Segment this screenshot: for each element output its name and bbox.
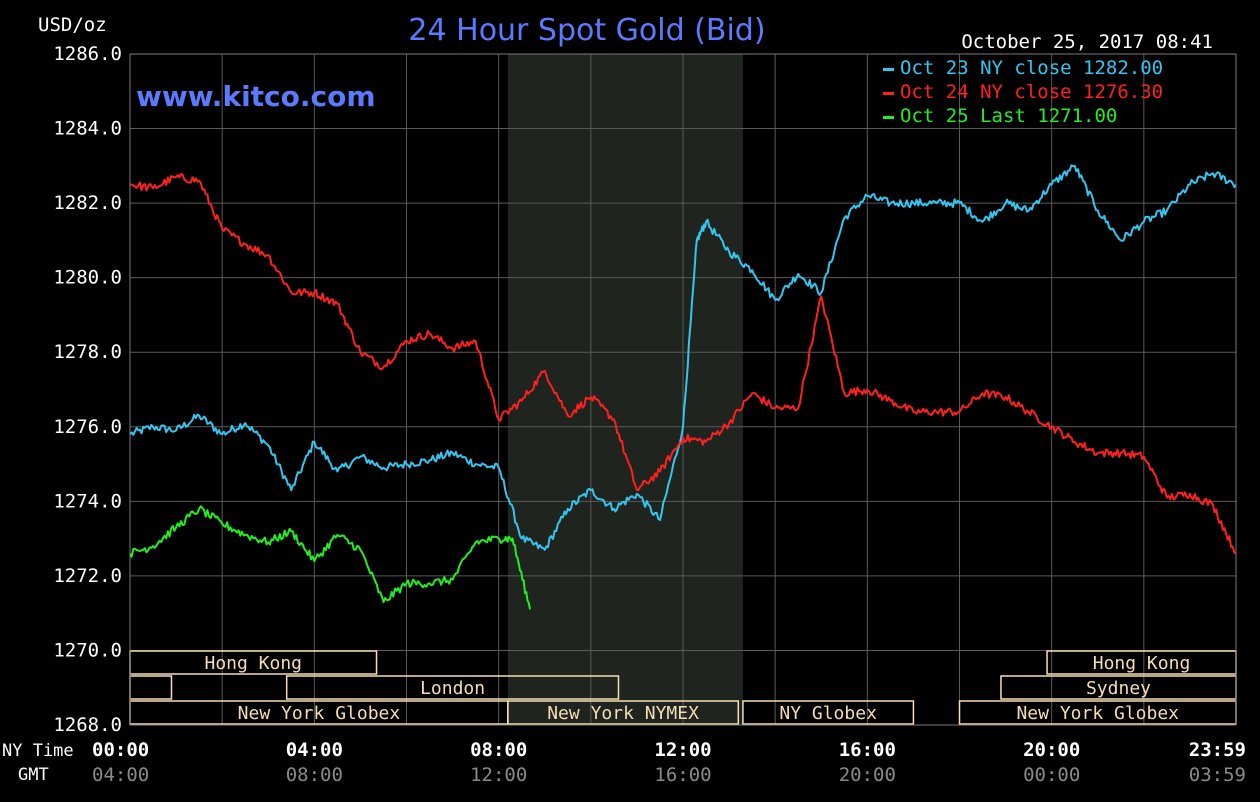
series-line [130, 173, 1237, 555]
x-tick-label-gmt: 20:00 [839, 764, 896, 786]
x-tick-label-ny: 12:00 [654, 739, 711, 761]
x-tick-label-ny: 20:00 [1023, 739, 1080, 761]
session-label: Hong Kong [204, 653, 302, 674]
x-tick-label-ny: 23:59 [1189, 739, 1246, 761]
ny-time-row-label: NY Time [2, 741, 74, 761]
x-tick-label-gmt: 16:00 [654, 764, 711, 786]
x-tick-label-gmt: 03:59 [1189, 764, 1246, 786]
x-tick-label-gmt: 04:00 [92, 764, 149, 786]
x-tick-label-ny: 08:00 [470, 739, 527, 761]
x-tick-label-ny: 16:00 [839, 739, 896, 761]
x-tick-label-gmt: 00:00 [1023, 764, 1080, 786]
legend-entry: Oct 24 NY close 1276.30 [900, 81, 1163, 103]
ny-trading-shade [507, 54, 743, 725]
session-label: Hong Kong [1093, 653, 1191, 674]
chart-title: 24 Hour Spot Gold (Bid) [408, 13, 765, 48]
x-tick-label-gmt: 08:00 [286, 764, 343, 786]
y-tick-label: 1278.0 [53, 341, 122, 363]
series-line [129, 164, 1237, 551]
y-tick-label: 1282.0 [53, 192, 122, 214]
session-label: NY Globex [779, 703, 877, 724]
session-label: New York NYMEX [547, 703, 699, 724]
y-tick-label: 1268.0 [53, 714, 122, 736]
y-tick-label: 1286.0 [53, 43, 122, 65]
x-tick-label-ny: 04:00 [286, 739, 343, 761]
session-label: New York Globex [238, 703, 401, 724]
series-line [129, 505, 531, 610]
session-box [285, 675, 620, 700]
y-tick-label: 1270.0 [53, 639, 122, 661]
legend-swatch [883, 92, 894, 95]
session-label: New York Globex [1016, 703, 1179, 724]
y-tick-label: 1274.0 [53, 490, 122, 512]
gmt-row-label: GMT [18, 765, 49, 785]
plot-frame [129, 53, 1237, 726]
timestamp: October 25, 2017 08:41 [961, 31, 1213, 53]
y-axis-label: USD/oz [38, 14, 107, 36]
session-box [742, 700, 915, 725]
watermark-text: www.kitco.com [136, 80, 376, 113]
session-label: London [420, 678, 485, 699]
series-lines [129, 164, 1237, 610]
x-tick-label-ny: 00:00 [92, 739, 149, 761]
y-tick-label: 1272.0 [53, 565, 122, 587]
y-tick-label: 1276.0 [53, 416, 122, 438]
legend-swatch [883, 116, 894, 119]
y-tick-label: 1284.0 [53, 118, 122, 140]
legend-entry: Oct 25 Last 1271.00 [900, 105, 1117, 127]
x-tick-label-gmt: 12:00 [470, 764, 527, 786]
legend-swatch [883, 68, 894, 71]
y-tick-label: 1280.0 [53, 267, 122, 289]
x-tick-labels: 00:00 04:00 04:00 08:00 08:00 12:00 12:00 16:00… [92, 739, 1246, 786]
session-label: Sydney [1086, 678, 1151, 699]
y-tick-labels: 1286.0 1284.0 1282.0 1280.0 1278.0 1276.0 1274… [53, 43, 122, 736]
session-box [507, 700, 740, 725]
legend-entry: Oct 23 NY close 1282.00 [900, 57, 1163, 79]
